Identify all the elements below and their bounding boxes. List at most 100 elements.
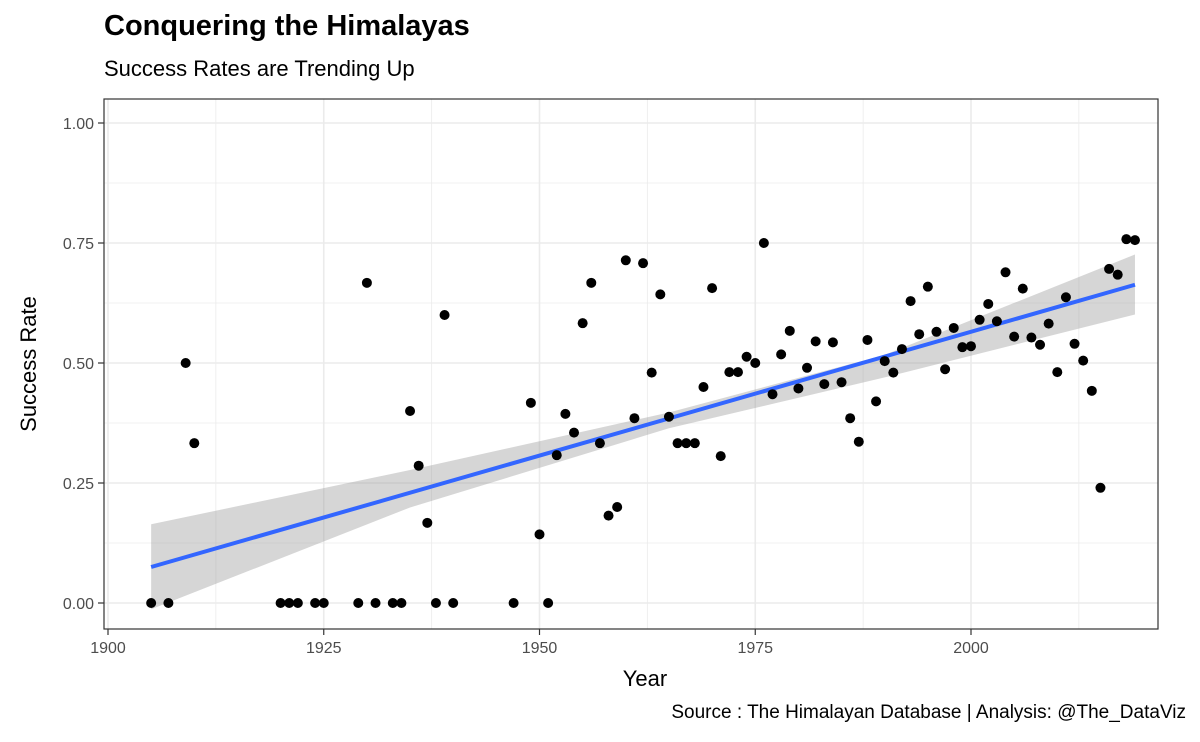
data-point: [1129, 235, 1140, 246]
x-tick-label: 1950: [522, 640, 558, 657]
y-tick-label: 0.25: [63, 476, 94, 493]
data-point: [163, 598, 174, 608]
data-point: [612, 502, 623, 512]
data-point: [1069, 338, 1080, 349]
data-point: [603, 510, 614, 521]
data-point: [405, 406, 416, 416]
x-tick-label: 1925: [306, 640, 342, 657]
data-point: [1121, 234, 1132, 245]
data-point: [966, 341, 976, 352]
data-point: [905, 296, 916, 307]
x-tick-label: 1975: [737, 640, 773, 657]
x-axis-title: Year: [623, 666, 667, 691]
data-point: [310, 598, 321, 608]
data-point: [318, 598, 329, 608]
data-point: [724, 367, 735, 378]
data-point: [758, 238, 769, 248]
data-point: [784, 325, 795, 336]
plot-panel: [104, 99, 1158, 629]
data-point: [888, 367, 899, 378]
data-point: [741, 351, 752, 362]
plot-border: [103, 98, 1159, 630]
data-point: [551, 450, 562, 461]
data-point: [439, 310, 450, 320]
data-point: [819, 379, 830, 390]
data-point: [594, 438, 605, 449]
data-point: [750, 358, 761, 368]
data-point: [940, 364, 951, 375]
source-caption: Source : The Himalayan Database | Analys…: [671, 702, 1186, 723]
data-point: [525, 397, 536, 408]
data-point: [896, 344, 907, 355]
data-point: [672, 438, 683, 449]
data-point: [361, 277, 372, 288]
data-point: [353, 598, 364, 608]
data-point: [577, 318, 588, 329]
data-point: [586, 277, 597, 288]
trend-line-layer: [150, 282, 1136, 569]
data-point: [275, 598, 286, 608]
y-tick-label: 0.00: [63, 596, 94, 613]
data-point: [1017, 283, 1028, 294]
data-point: [370, 598, 381, 608]
y-axis-title: Success Rate: [16, 296, 41, 432]
data-point: [422, 517, 433, 528]
data-point: [948, 322, 959, 333]
data-point: [767, 389, 778, 400]
data-point: [543, 598, 554, 608]
data-point: [1112, 269, 1123, 280]
data-point: [387, 598, 398, 608]
data-point: [292, 598, 303, 608]
data-point: [802, 362, 813, 373]
data-point: [845, 413, 856, 424]
x-tick-label: 1900: [90, 640, 126, 657]
data-point: [284, 598, 295, 608]
data-point: [681, 438, 692, 449]
y-tick-label: 0.75: [63, 236, 94, 253]
data-point: [189, 438, 200, 449]
data-point: [914, 329, 925, 340]
x-tick-label: 2000: [953, 640, 989, 657]
data-point: [663, 411, 674, 422]
data-point: [793, 383, 804, 394]
data-point: [827, 337, 838, 348]
data-point: [1086, 385, 1097, 396]
data-point: [655, 289, 666, 300]
data-point: [922, 281, 933, 292]
data-point: [732, 367, 743, 378]
chart-title: Conquering the Himalayas: [104, 10, 470, 42]
data-point: [879, 356, 890, 367]
data-point: [862, 334, 873, 345]
data-point: [1104, 263, 1115, 274]
data-point: [1026, 332, 1037, 343]
data-point: [1060, 292, 1071, 303]
data-point: [638, 258, 649, 269]
data-point: [620, 255, 631, 266]
confidence-band: [151, 254, 1135, 610]
data-point: [1000, 267, 1011, 278]
data-point: [931, 326, 942, 337]
data-point: [707, 283, 718, 294]
data-point: [534, 529, 545, 540]
data-point: [146, 598, 157, 608]
axes: 1900 1925 1950 1975 2000 0.00 0.25 0.50 0.75 1.00: [63, 116, 989, 657]
data-point: [957, 342, 968, 353]
data-point: [508, 598, 519, 608]
data-point: [448, 598, 459, 608]
confidence-band-layer: [151, 254, 1135, 610]
data-point: [974, 314, 985, 325]
trend-line: [150, 282, 1136, 569]
data-point: [836, 377, 847, 388]
data-point: [430, 598, 441, 608]
y-tick-label: 1.00: [63, 116, 94, 133]
data-point: [776, 349, 787, 360]
data-point: [991, 316, 1002, 327]
data-point: [396, 598, 407, 608]
data-point: [1052, 367, 1063, 378]
data-point: [689, 438, 700, 449]
data-point: [810, 336, 821, 347]
data-point: [1009, 331, 1020, 342]
data-point: [871, 396, 882, 407]
data-points: [146, 234, 1140, 608]
data-point: [629, 413, 640, 424]
